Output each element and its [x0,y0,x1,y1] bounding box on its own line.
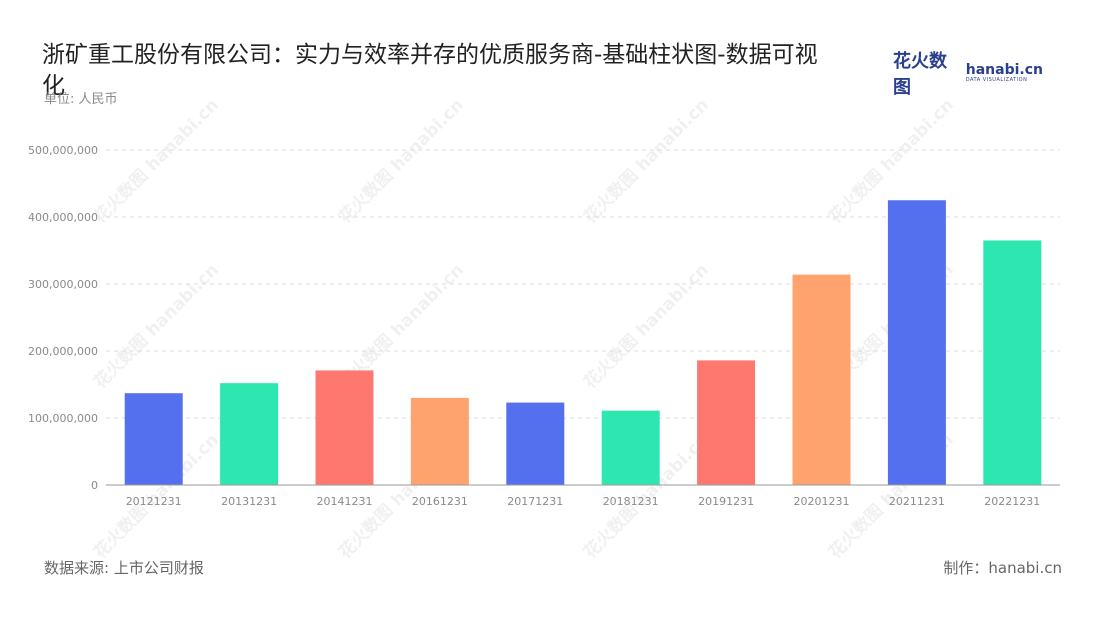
x-tick-label: 20161231 [412,495,468,508]
x-tick-label: 20191231 [698,495,754,508]
watermark-text: 花火数图 hanabi.cn [579,259,712,392]
bar-20141231[interactable] [315,370,374,485]
chart-title: 浙矿重工股份有限公司：实力与效率并存的优质服务商-基础柱状图-数据可视化 [42,42,818,99]
y-tick-label: 100,000,000 [28,412,98,425]
watermark-text: 花火数图 hanabi.cn [89,94,222,227]
x-tick-label: 20201231 [794,495,850,508]
y-tick-label: 200,000,000 [28,345,98,358]
x-tick-label: 20121231 [126,495,182,508]
watermark-text: 花火数图 hanabi.cn [579,94,712,227]
maker-credit: 制作：hanabi.cn [943,559,1062,577]
bars [124,200,1042,485]
bar-20171231[interactable] [506,402,565,485]
watermark-text: 花火数图 hanabi.cn [334,94,467,227]
bar-20221231[interactable] [983,240,1042,485]
y-tick-label: 300,000,000 [28,278,98,291]
brand-logo[interactable]: 花火数图 hanabi.cn DATA VISUALIZATION [893,51,1043,98]
logo-cn-text: 花火数图 [893,51,947,98]
x-tick-label: 20211231 [889,495,945,508]
y-tick-label: 0 [91,479,98,492]
bar-20201231[interactable] [792,274,851,485]
x-tick-label: 20141231 [317,495,373,508]
y-tick-label: 400,000,000 [28,211,98,224]
y-axis-ticks: 0 100,000,000 200,000,000 300,000,000 400,00… [28,144,98,492]
data-source: 数据来源: 上市公司财报 [44,559,204,577]
unit-label: 单位: 人民币 [44,92,118,107]
y-tick-label: 500,000,000 [28,144,98,157]
x-tick-label: 20131231 [221,495,277,508]
bar-20211231[interactable] [887,200,946,485]
x-tick-label: 20171231 [507,495,563,508]
x-axis-ticks: 20121231 20131231 20141231 20161231 20171231… [126,495,1041,508]
logo-sub-text: DATA VISUALIZATION [965,77,1028,83]
bar-20161231[interactable] [410,397,469,485]
x-tick-label: 20221231 [984,495,1040,508]
bar-20191231[interactable] [697,360,756,485]
bar-20121231[interactable] [124,393,183,485]
logo-en-group: hanabi.cn DATA VISUALIZATION [966,63,1043,83]
bar-20131231[interactable] [220,383,279,485]
x-tick-label: 20181231 [603,495,659,508]
watermark-text: 花火数图 hanabi.cn [89,259,222,392]
bar-20181231[interactable] [601,410,660,485]
logo-en-text: hanabi.cn [965,62,1043,78]
